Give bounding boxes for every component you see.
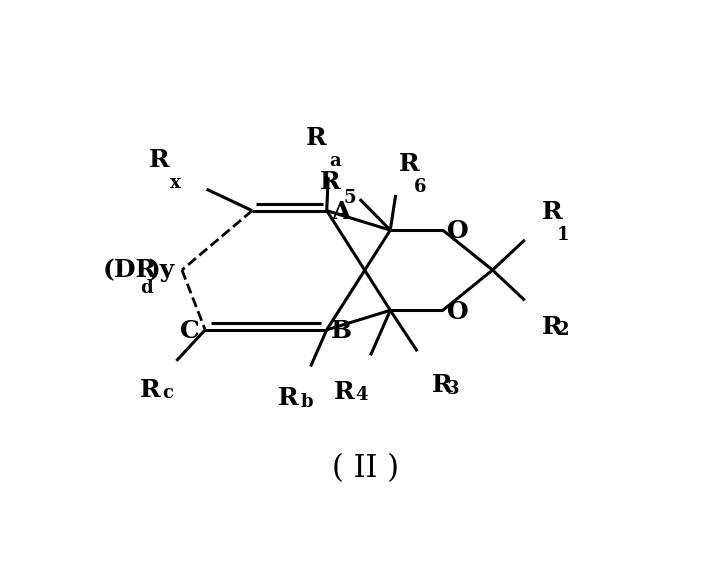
Text: d: d xyxy=(140,279,153,297)
Text: A: A xyxy=(331,200,351,224)
Text: R: R xyxy=(320,171,341,194)
Text: 4: 4 xyxy=(356,386,368,404)
Text: 2: 2 xyxy=(557,321,570,339)
Text: R: R xyxy=(399,152,419,176)
Text: R: R xyxy=(278,386,299,410)
Text: R: R xyxy=(148,148,169,172)
Text: R: R xyxy=(432,373,453,397)
Text: 1: 1 xyxy=(557,226,570,244)
Text: a: a xyxy=(329,152,341,170)
Text: x: x xyxy=(170,174,181,192)
Text: )y: )y xyxy=(148,258,175,282)
Text: O: O xyxy=(447,300,469,324)
Text: 3: 3 xyxy=(446,379,459,397)
Text: b: b xyxy=(300,393,313,410)
Text: (DR: (DR xyxy=(103,258,157,282)
Text: 6: 6 xyxy=(414,178,426,196)
Text: R: R xyxy=(542,200,563,224)
Text: R: R xyxy=(140,378,161,401)
Text: ( II ): ( II ) xyxy=(332,453,399,484)
Text: C: C xyxy=(180,319,200,343)
Text: R: R xyxy=(334,379,354,404)
Text: R: R xyxy=(306,126,327,150)
Text: c: c xyxy=(162,384,173,402)
Text: 5: 5 xyxy=(344,189,356,207)
Text: O: O xyxy=(447,220,469,243)
Text: B: B xyxy=(331,319,352,343)
Text: R: R xyxy=(542,315,563,339)
